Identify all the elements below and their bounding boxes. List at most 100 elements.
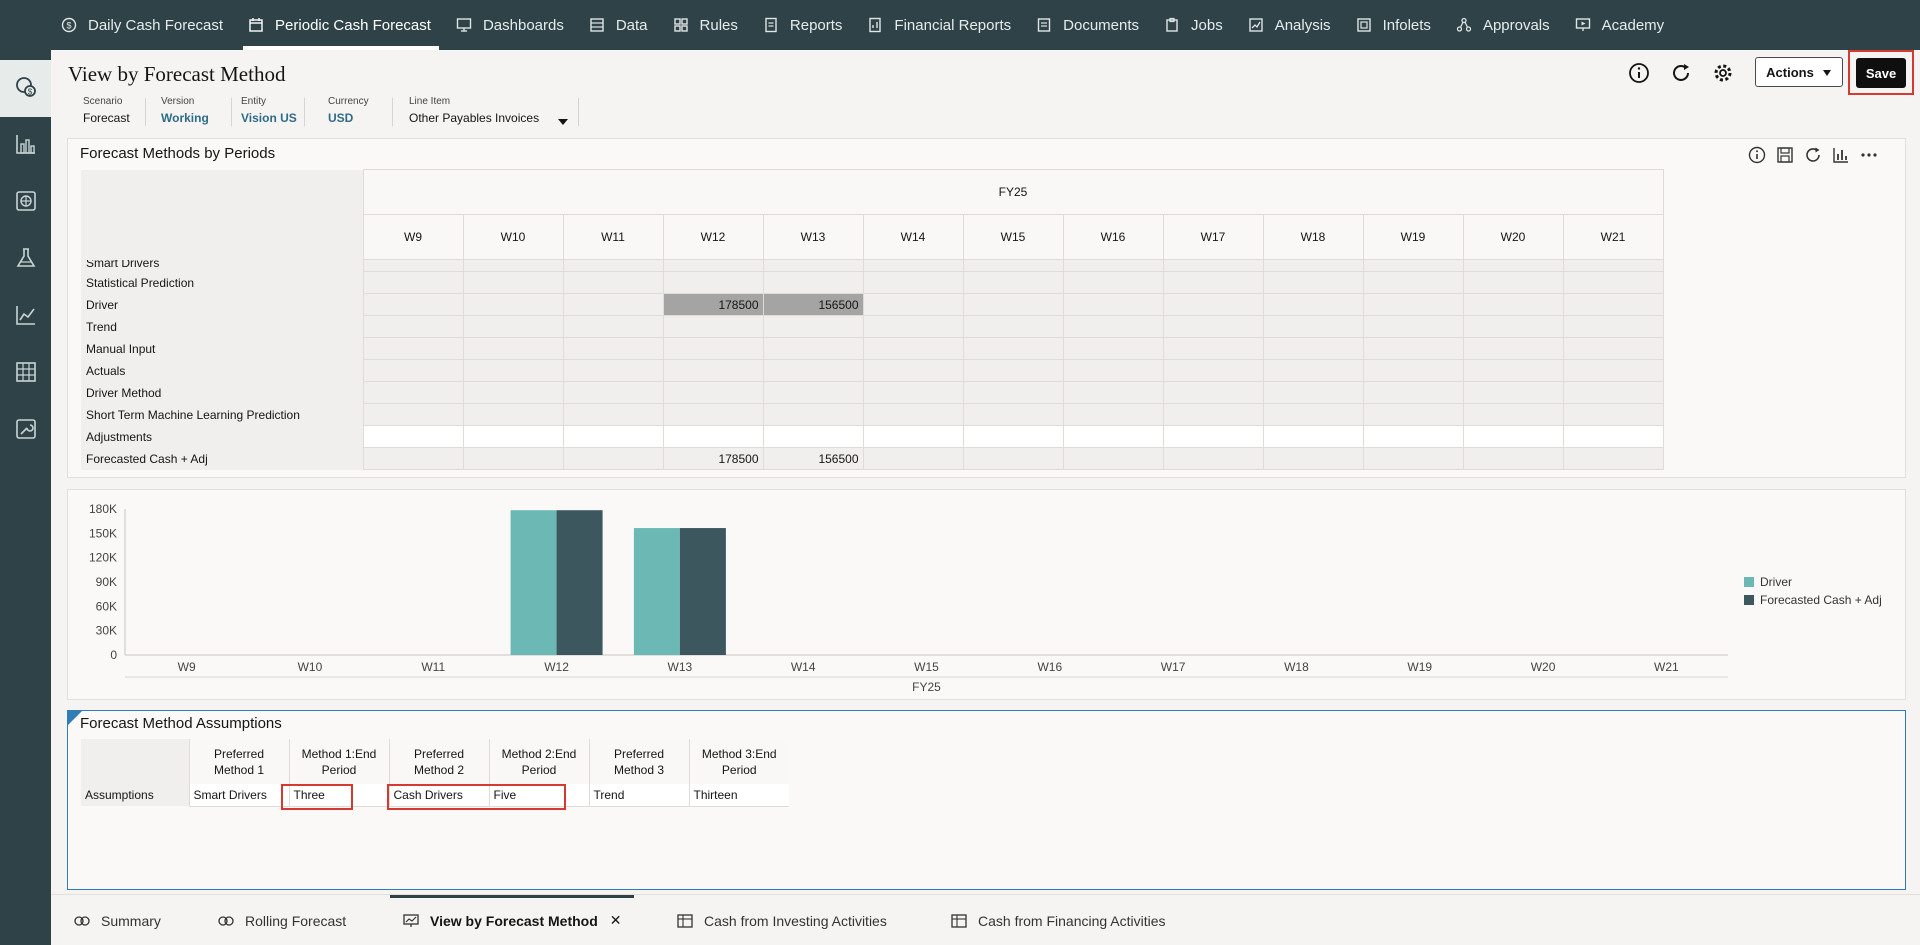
grid-cell[interactable] (1562, 403, 1664, 426)
actions-button[interactable]: Actions (1755, 57, 1843, 87)
more-icon[interactable] (1859, 145, 1879, 165)
grid-cell[interactable] (762, 381, 864, 404)
rail-forecast-method[interactable]: $ (0, 60, 51, 117)
grid-cell[interactable] (962, 293, 1064, 316)
rail-flask[interactable] (0, 231, 51, 288)
grid-cell[interactable] (1462, 337, 1564, 360)
grid-cell[interactable] (1562, 337, 1664, 360)
grid-cell[interactable] (1462, 425, 1564, 448)
grid-cell[interactable] (1262, 293, 1364, 316)
grid-cell[interactable] (662, 271, 764, 294)
grid-cell[interactable] (1462, 359, 1564, 382)
pov-entity[interactable]: Entity Vision US (241, 96, 297, 126)
grid-cell[interactable] (1362, 259, 1464, 272)
chevron-down-icon[interactable] (556, 116, 570, 128)
grid-cell[interactable] (962, 447, 1064, 470)
grid-cell[interactable] (462, 425, 564, 448)
grid-cell[interactable] (462, 359, 564, 382)
grid-cell[interactable] (1362, 293, 1464, 316)
grid-cell[interactable] (1062, 259, 1164, 272)
grid-cell[interactable] (562, 359, 664, 382)
grid-cell[interactable] (962, 425, 1064, 448)
nav-financial-reports[interactable]: Financial Reports (862, 0, 1031, 50)
grid-cell[interactable] (862, 259, 964, 272)
info-icon[interactable] (1747, 145, 1767, 165)
nav-daily-cash-forecast[interactable]: $ Daily Cash Forecast (56, 0, 243, 50)
pov-line-item[interactable]: Line Item Other Payables Invoices (409, 96, 539, 126)
nav-analysis[interactable]: Analysis (1243, 0, 1351, 50)
grid-cell[interactable] (1562, 293, 1664, 316)
grid-cell[interactable] (1262, 271, 1364, 294)
grid-cell[interactable] (962, 337, 1064, 360)
grid-cell[interactable] (1162, 293, 1264, 316)
grid-cell[interactable] (1062, 337, 1164, 360)
grid-cell[interactable] (562, 403, 664, 426)
assumption-cell[interactable]: Cash Drivers (388, 784, 489, 807)
grid-cell[interactable] (962, 315, 1064, 338)
save-icon[interactable] (1775, 145, 1795, 165)
nav-infolets[interactable]: Infolets (1351, 0, 1451, 50)
grid-cell[interactable] (762, 359, 864, 382)
grid-cell[interactable] (1462, 447, 1564, 470)
grid-cell[interactable] (462, 315, 564, 338)
grid-cell[interactable] (1462, 381, 1564, 404)
grid-cell[interactable] (1462, 293, 1564, 316)
grid-cell[interactable] (1062, 403, 1164, 426)
grid-cell[interactable] (1562, 259, 1664, 272)
grid-cell[interactable] (862, 337, 964, 360)
grid-cell[interactable] (362, 381, 464, 404)
chart-icon[interactable] (1831, 145, 1851, 165)
grid-cell[interactable] (1162, 271, 1264, 294)
grid-cell[interactable] (862, 359, 964, 382)
grid-cell[interactable] (1562, 315, 1664, 338)
assumption-cell[interactable]: Three (288, 784, 389, 807)
pov-version[interactable]: Version Working (161, 96, 209, 126)
rail-line-chart[interactable] (0, 288, 51, 345)
grid-cell[interactable] (862, 271, 964, 294)
grid-cell[interactable] (362, 259, 464, 272)
grid-cell[interactable] (762, 271, 864, 294)
grid-cell[interactable] (1162, 425, 1264, 448)
grid-cell[interactable] (1562, 447, 1664, 470)
rail-bar-chart[interactable] (0, 117, 51, 174)
grid-cell[interactable] (462, 447, 564, 470)
grid-cell[interactable] (362, 293, 464, 316)
grid-cell[interactable] (362, 425, 464, 448)
grid-cell[interactable] (1362, 425, 1464, 448)
grid-cell[interactable] (362, 403, 464, 426)
grid-cell[interactable] (1362, 271, 1464, 294)
grid-cell[interactable] (662, 381, 764, 404)
nav-approvals[interactable]: Approvals (1451, 0, 1570, 50)
nav-jobs[interactable]: Jobs (1159, 0, 1243, 50)
grid-cell[interactable] (1062, 293, 1164, 316)
grid-cell[interactable]: 156500 (762, 293, 864, 316)
info-icon[interactable] (1626, 60, 1652, 86)
grid-cell[interactable] (962, 359, 1064, 382)
tab-rolling-forecast[interactable]: Rolling Forecast (217, 895, 346, 945)
close-icon[interactable]: ✕ (609, 912, 622, 928)
grid-cell[interactable]: 178500 (662, 293, 764, 316)
grid-cell[interactable] (962, 259, 1064, 272)
assumption-cell[interactable]: Trend (588, 784, 689, 807)
grid-cell[interactable] (662, 403, 764, 426)
grid-cell[interactable] (1062, 447, 1164, 470)
grid-cell[interactable] (762, 315, 864, 338)
rail-wrench[interactable] (0, 402, 51, 459)
grid-cell[interactable] (1262, 359, 1364, 382)
grid-cell[interactable] (1162, 447, 1264, 470)
grid-cell[interactable] (1462, 271, 1564, 294)
grid-cell[interactable] (1262, 259, 1364, 272)
pov-scenario[interactable]: Scenario Forecast (83, 96, 130, 126)
grid-cell[interactable] (1262, 403, 1364, 426)
nav-periodic-cash-forecast[interactable]: Periodic Cash Forecast (243, 0, 451, 50)
grid-cell[interactable] (762, 403, 864, 426)
grid-cell[interactable] (962, 271, 1064, 294)
grid-cell[interactable] (462, 381, 564, 404)
grid-cell[interactable] (462, 293, 564, 316)
grid-cell[interactable] (1562, 381, 1664, 404)
grid-cell[interactable] (1162, 381, 1264, 404)
grid-cell[interactable] (362, 359, 464, 382)
tab-view-by-forecast-method[interactable]: View by Forecast Method ✕ (390, 895, 634, 945)
gear-icon[interactable] (1710, 60, 1736, 86)
grid-cell[interactable] (1062, 381, 1164, 404)
